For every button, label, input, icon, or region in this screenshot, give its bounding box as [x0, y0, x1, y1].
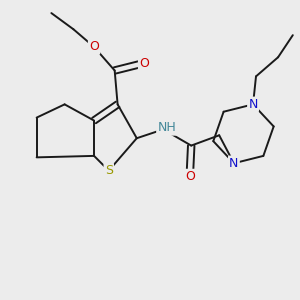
Text: O: O	[185, 170, 195, 183]
Text: S: S	[105, 164, 113, 177]
Text: O: O	[139, 57, 149, 70]
Text: NH: NH	[158, 122, 176, 134]
Text: N: N	[248, 98, 258, 111]
Text: O: O	[89, 40, 99, 53]
Text: N: N	[229, 157, 239, 170]
